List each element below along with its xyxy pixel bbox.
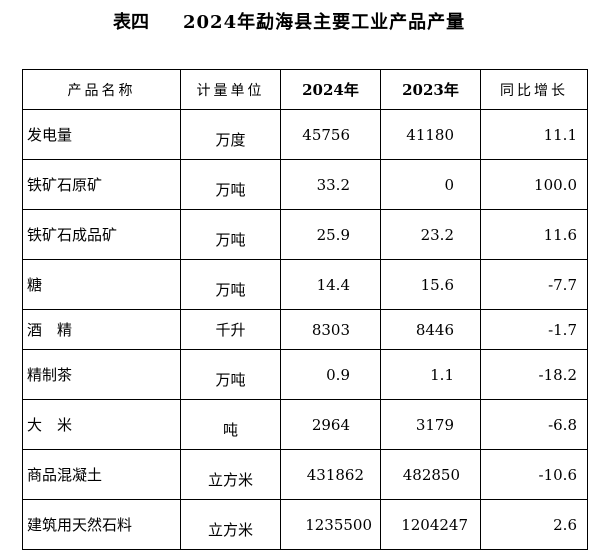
unit-cell: 万度 bbox=[180, 109, 281, 160]
header-2023: 2023年 bbox=[380, 69, 481, 110]
value-2024: 8303 bbox=[280, 309, 381, 350]
header-2024: 2024年 bbox=[280, 69, 381, 110]
header-unit: 计量单位 bbox=[180, 69, 281, 110]
product-name: 酒 精 bbox=[22, 309, 181, 350]
value-2024: 33.2 bbox=[280, 159, 381, 210]
product-name: 铁矿石成品矿 bbox=[22, 209, 181, 260]
header-yoy: 同比增长 bbox=[480, 69, 588, 110]
production-table: 产品名称 计量单位 2024年 2023年 同比增长 发电量 万度 45756 … bbox=[22, 69, 588, 550]
value-2023: 482850 bbox=[380, 449, 481, 500]
title-text: 2024年勐海县主要工业产品产量 bbox=[183, 12, 466, 33]
table-row: 商品混凝土 立方米 431862 482850 -10.6 bbox=[22, 449, 588, 500]
unit-cell: 立方米 bbox=[180, 449, 281, 500]
unit-cell: 万吨 bbox=[180, 259, 281, 310]
table-row: 建筑用天然石料 立方米 1235500 1204247 2.6 bbox=[22, 499, 588, 550]
value-2024: 431862 bbox=[280, 449, 381, 500]
value-2024: 2964 bbox=[280, 399, 381, 450]
yoy-value: 100.0 bbox=[480, 159, 588, 210]
value-2024: 45756 bbox=[280, 109, 381, 160]
yoy-value: 11.6 bbox=[480, 209, 588, 260]
unit-cell: 万吨 bbox=[180, 159, 281, 210]
product-name: 大 米 bbox=[22, 399, 181, 450]
product-name: 商品混凝土 bbox=[22, 449, 181, 500]
header-product: 产品名称 bbox=[22, 69, 181, 110]
unit-cell: 千升 bbox=[180, 309, 281, 350]
product-name: 建筑用天然石料 bbox=[22, 499, 181, 550]
yoy-value: -6.8 bbox=[480, 399, 588, 450]
table-row: 糖 万吨 14.4 15.6 -7.7 bbox=[22, 259, 588, 310]
table-row: 发电量 万度 45756 41180 11.1 bbox=[22, 109, 588, 160]
table-row: 铁矿石原矿 万吨 33.2 0 100.0 bbox=[22, 159, 588, 210]
value-2023: 23.2 bbox=[380, 209, 481, 260]
value-2024: 0.9 bbox=[280, 349, 381, 400]
yoy-value: -10.6 bbox=[480, 449, 588, 500]
header-row: 产品名称 计量单位 2024年 2023年 同比增长 bbox=[22, 69, 588, 110]
yoy-value: 11.1 bbox=[480, 109, 588, 160]
value-2023: 41180 bbox=[380, 109, 481, 160]
product-name: 发电量 bbox=[22, 109, 181, 160]
yoy-value: -1.7 bbox=[480, 309, 588, 350]
value-2023: 1.1 bbox=[380, 349, 481, 400]
value-2024: 1235500 bbox=[280, 499, 381, 550]
value-2023: 15.6 bbox=[380, 259, 481, 310]
unit-cell: 万吨 bbox=[180, 209, 281, 260]
table-row: 铁矿石成品矿 万吨 25.9 23.2 11.6 bbox=[22, 209, 588, 260]
value-2023: 0 bbox=[380, 159, 481, 210]
value-2023: 3179 bbox=[380, 399, 481, 450]
table-row: 精制茶 万吨 0.9 1.1 -18.2 bbox=[22, 349, 588, 400]
product-name: 铁矿石原矿 bbox=[22, 159, 181, 210]
unit-cell: 万吨 bbox=[180, 349, 281, 400]
table-row: 大 米 吨 2964 3179 -6.8 bbox=[22, 399, 588, 450]
value-2024: 25.9 bbox=[280, 209, 381, 260]
unit-cell: 立方米 bbox=[180, 499, 281, 550]
table-row: 酒 精 千升 8303 8446 -1.7 bbox=[22, 309, 588, 350]
value-2023: 8446 bbox=[380, 309, 481, 350]
unit-cell: 吨 bbox=[180, 399, 281, 450]
yoy-value: -18.2 bbox=[480, 349, 588, 400]
product-name: 糖 bbox=[22, 259, 181, 310]
value-2024: 14.4 bbox=[280, 259, 381, 310]
yoy-value: 2.6 bbox=[480, 499, 588, 550]
product-name: 精制茶 bbox=[22, 349, 181, 400]
value-2023: 1204247 bbox=[380, 499, 481, 550]
yoy-value: -7.7 bbox=[480, 259, 588, 310]
title-prefix: 表四 bbox=[113, 12, 149, 33]
table-title: 表四 2024年勐海县主要工业产品产量 bbox=[0, 8, 607, 36]
